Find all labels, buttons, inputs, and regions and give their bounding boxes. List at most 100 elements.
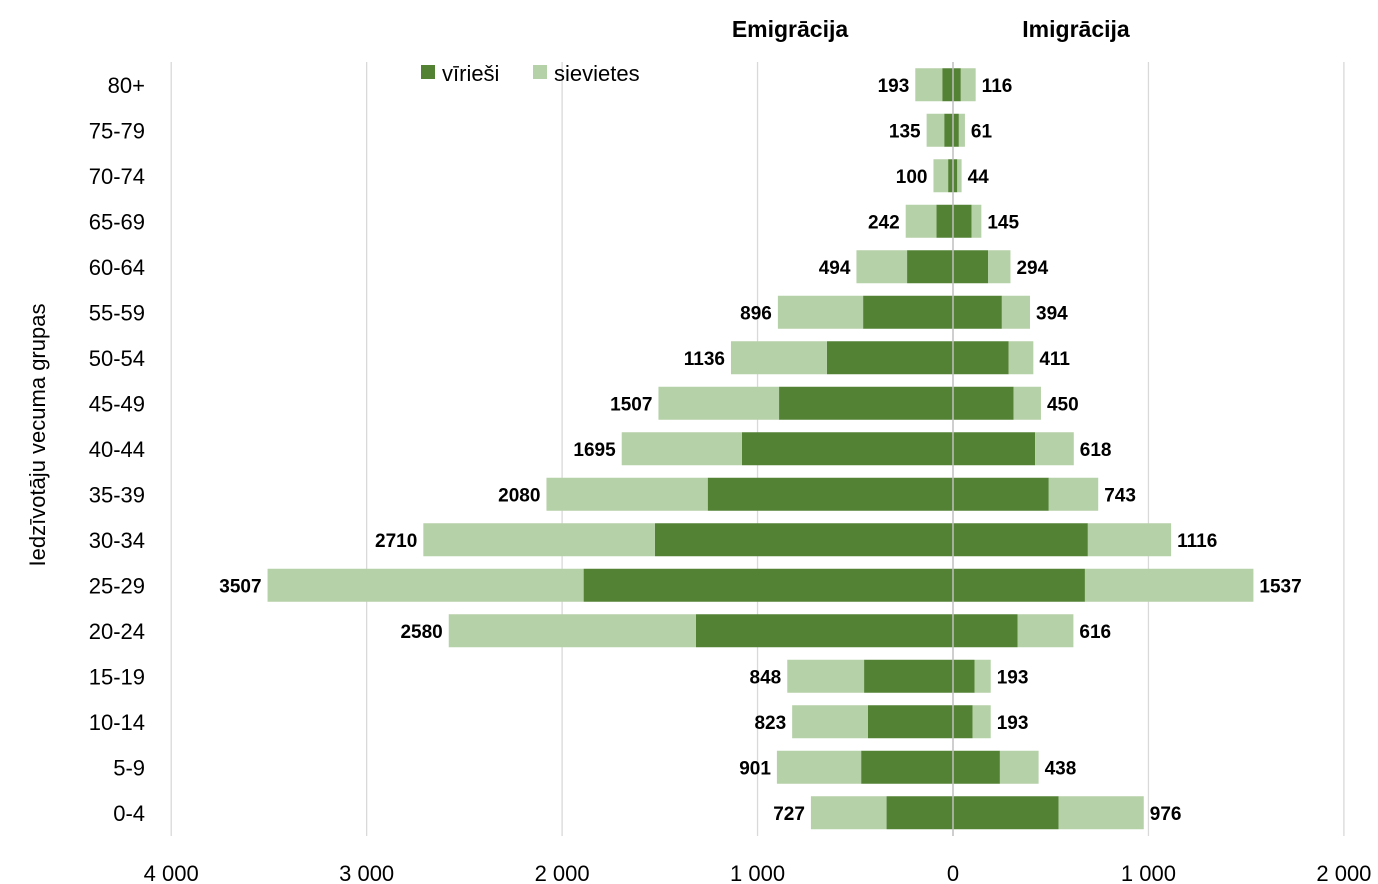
bar-immigration-women <box>988 250 1011 284</box>
bar-immigration-men <box>953 341 1009 375</box>
emigration-header: Emigrācija <box>732 16 849 42</box>
bar-immigration-men <box>953 477 1049 511</box>
category-label: 15-19 <box>89 664 145 689</box>
bar-emigration-men <box>864 659 953 693</box>
category-label: 5-9 <box>113 755 145 780</box>
bar-immigration-women <box>974 659 991 693</box>
data-label-emigration: 2080 <box>498 485 540 506</box>
bar-emigration-men <box>654 523 953 557</box>
bar-emigration-women <box>905 204 937 238</box>
bar-immigration-men <box>953 386 1014 420</box>
bar-immigration-women <box>957 159 962 193</box>
bar-immigration-women <box>960 68 976 102</box>
bar-emigration-women <box>915 68 943 102</box>
bar-immigration-women <box>1013 386 1041 420</box>
bar-emigration-men <box>907 250 953 284</box>
bar-immigration-men <box>953 250 989 284</box>
legend-label-men: vīrieši <box>442 61 499 86</box>
bar-immigration-women <box>1084 568 1254 602</box>
data-label-emigration: 193 <box>878 76 910 97</box>
x-tick-label: 4 000 <box>144 861 199 884</box>
data-label-emigration: 727 <box>773 804 805 825</box>
legend-swatch-men <box>421 65 435 79</box>
category-label: 60-64 <box>89 255 145 280</box>
bar-emigration-men <box>826 341 953 375</box>
category-label: 30-34 <box>89 528 145 553</box>
bar-immigration-women <box>1035 432 1074 466</box>
data-label-immigration: 193 <box>997 713 1029 734</box>
bar-emigration-women <box>546 477 708 511</box>
bar-emigration-women <box>787 659 865 693</box>
data-label-immigration: 411 <box>1039 349 1070 370</box>
y-axis-title: Iedzīvotāju vecuma grupas <box>25 304 50 567</box>
data-label-immigration: 976 <box>1150 804 1182 825</box>
category-label: 50-54 <box>89 346 145 371</box>
data-label-emigration: 1507 <box>610 394 652 415</box>
bar-emigration-women <box>658 386 780 420</box>
data-label-emigration: 848 <box>750 667 782 688</box>
bar-immigration-women <box>971 204 982 238</box>
bar-immigration-women <box>1058 796 1144 830</box>
bar-emigration-women <box>810 796 887 830</box>
legend-swatch-women <box>533 65 547 79</box>
category-label: 10-14 <box>89 710 145 735</box>
category-label: 80+ <box>108 73 145 98</box>
bar-emigration-women <box>926 113 945 147</box>
bar-emigration-men <box>861 750 953 784</box>
data-label-immigration: 193 <box>997 667 1029 688</box>
data-label-emigration: 1695 <box>573 440 616 461</box>
category-label: 75-79 <box>89 118 145 143</box>
data-label-immigration: 394 <box>1036 303 1068 324</box>
data-label-emigration: 896 <box>740 303 772 324</box>
bar-immigration-men <box>953 68 961 102</box>
bar-emigration-men <box>583 568 953 602</box>
legend-label-women: sievietes <box>554 61 640 86</box>
category-label: 40-44 <box>89 437 145 462</box>
bar-immigration-women <box>972 705 991 739</box>
data-label-immigration: 618 <box>1080 440 1112 461</box>
bar-immigration-men <box>953 523 1088 557</box>
bar-immigration-women <box>999 750 1039 784</box>
bar-immigration-women <box>1017 614 1074 648</box>
category-label: 0-4 <box>113 801 145 826</box>
bar-emigration-women <box>933 159 949 193</box>
bar-emigration-men <box>886 796 953 830</box>
data-label-emigration: 1136 <box>684 349 725 370</box>
x-tick-label: 3 000 <box>339 861 394 884</box>
bar-immigration-men <box>953 568 1085 602</box>
data-label-emigration: 2580 <box>400 622 442 643</box>
data-label-immigration: 44 <box>968 167 990 188</box>
x-tick-label: 2 000 <box>535 861 590 884</box>
data-label-emigration: 901 <box>739 758 771 779</box>
bar-emigration-men <box>695 614 953 648</box>
data-label-immigration: 1116 <box>1177 531 1217 552</box>
bar-emigration-women <box>792 705 868 739</box>
bar-emigration-women <box>621 432 742 466</box>
x-tick-label: 1 000 <box>730 861 785 884</box>
bar-emigration-men <box>741 432 953 466</box>
bar-emigration-men <box>948 159 953 193</box>
bar-immigration-men <box>953 204 972 238</box>
bar-emigration-women <box>856 250 908 284</box>
bar-immigration-women <box>1048 477 1099 511</box>
bar-immigration-men <box>953 614 1018 648</box>
bar-immigration-men <box>953 796 1059 830</box>
data-label-immigration: 450 <box>1047 394 1079 415</box>
x-tick-label: 2 000 <box>1316 861 1371 884</box>
data-label-emigration: 100 <box>896 167 928 188</box>
category-label: 55-59 <box>89 300 145 325</box>
bar-emigration-men <box>707 477 953 511</box>
data-label-emigration: 242 <box>868 212 900 233</box>
bar-emigration-women <box>730 341 827 375</box>
bar-emigration-women <box>267 568 584 602</box>
bar-immigration-women <box>1008 341 1034 375</box>
bar-immigration-women <box>1001 295 1031 329</box>
data-label-immigration: 438 <box>1045 758 1077 779</box>
bar-emigration-women <box>448 614 696 648</box>
category-label: 70-74 <box>89 164 145 189</box>
category-label: 25-29 <box>89 573 145 598</box>
data-label-emigration: 823 <box>754 713 786 734</box>
bar-immigration-men <box>953 159 958 193</box>
